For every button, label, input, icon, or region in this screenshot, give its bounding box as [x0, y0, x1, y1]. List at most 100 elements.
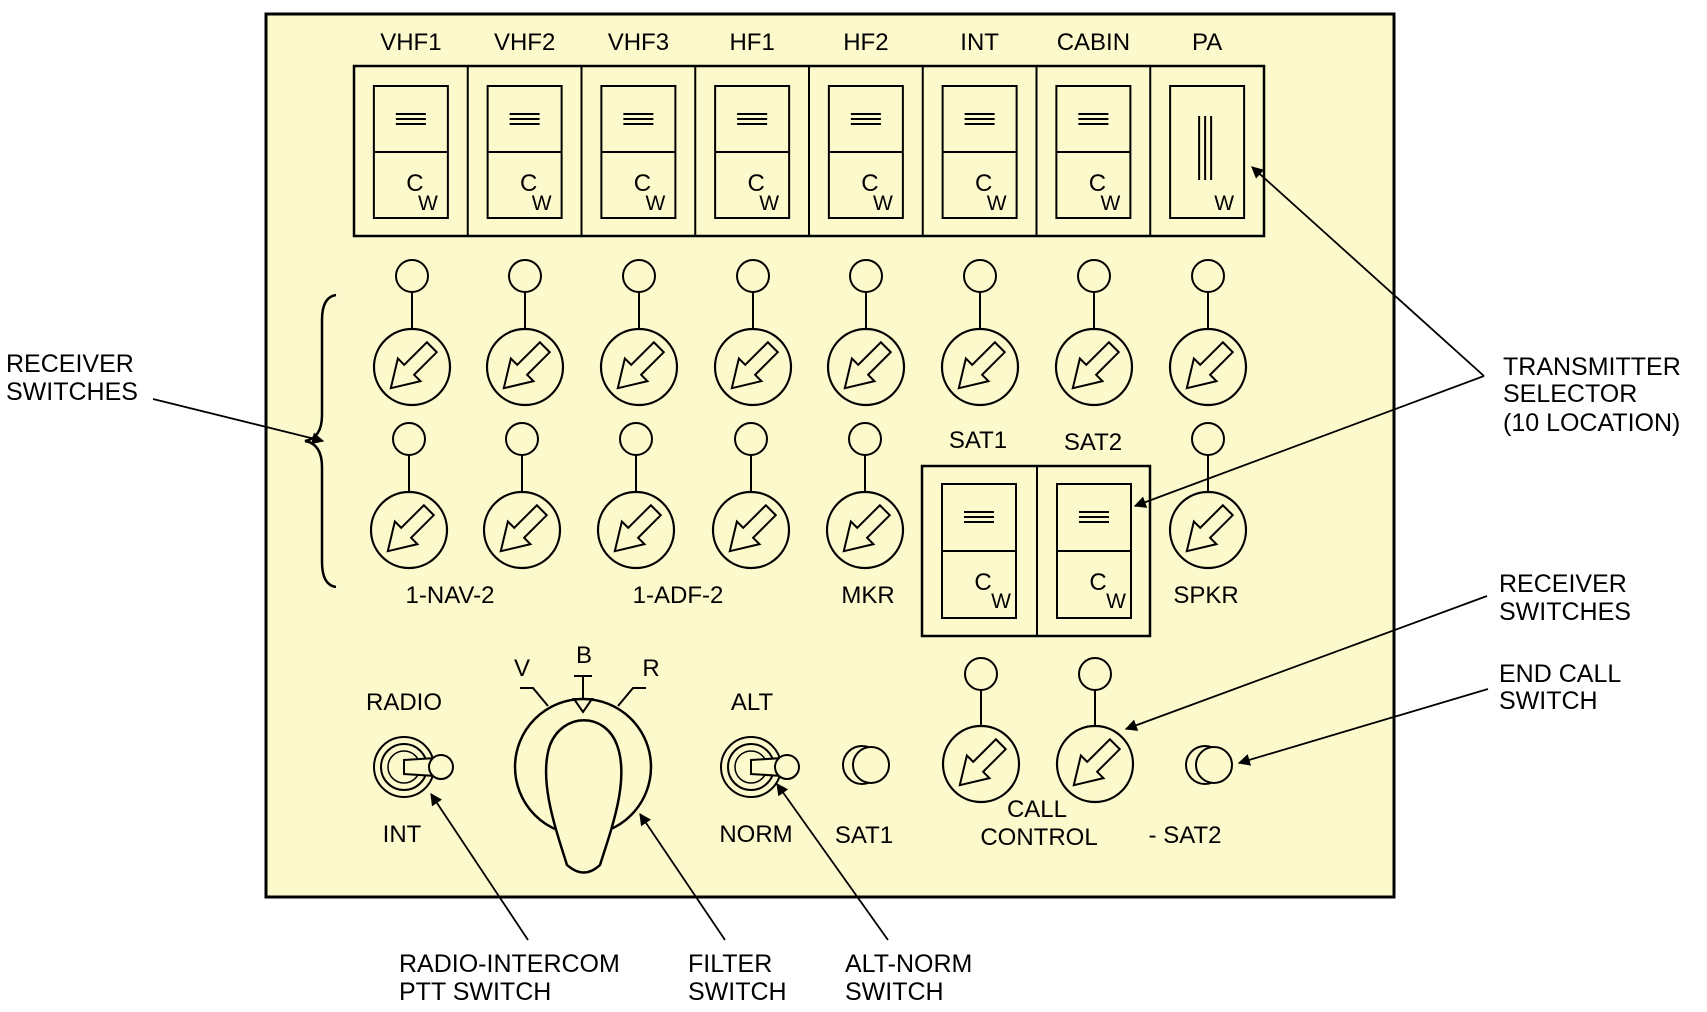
call-control-knob-sat2[interactable] — [1055, 657, 1135, 804]
adf-label: 1-ADF-2 — [633, 582, 724, 609]
knob-arrow-icon — [730, 340, 780, 390]
receiver-switch-row1-4[interactable] — [713, 259, 793, 407]
receiver-switch-row2-4[interactable] — [711, 422, 791, 570]
channel-sub-mark: W — [645, 192, 665, 215]
sat1-call-button[interactable] — [842, 745, 890, 785]
knob-arrow-icon — [1185, 503, 1235, 553]
indicator-lamp — [1077, 259, 1111, 293]
indicator-lamp — [619, 422, 653, 456]
arrow-transmitter-pa — [1251, 166, 1485, 377]
knob-arrow-icon — [1072, 737, 1122, 787]
receiver-switch-row1-5[interactable] — [826, 259, 906, 407]
arrow-radio-intercom — [430, 793, 529, 941]
callout-receiver-switches-left-1: RECEIVER — [6, 350, 134, 378]
knob-arrow-icon — [1071, 340, 1121, 390]
transmitter-selector-strip: VHF1CWVHF2CWVHF3CWHF1CWHF2CWINTCWCABINCW… — [352, 29, 1266, 238]
mkr-label: MKR — [841, 582, 894, 609]
receiver-switch-row2-2[interactable] — [482, 422, 562, 570]
indicator-lamp — [1078, 657, 1112, 691]
callout-receiver-switches-left-2: SWITCHES — [6, 378, 138, 406]
alt-label: ALT — [731, 689, 774, 716]
arrow-receiver-left — [152, 398, 325, 445]
sat2-call-label: - SAT2 — [1149, 822, 1222, 849]
receiver-switch-row1-2[interactable] — [485, 259, 565, 407]
knob-arrow-icon — [842, 503, 892, 553]
indicator-lamp — [964, 657, 998, 691]
transmitter-key-vhf3[interactable]: VHF3 CW — [580, 29, 677, 236]
knob-arrow-icon — [728, 503, 778, 553]
channel-sub-mark: W — [1214, 192, 1234, 215]
knob-arrow-icon — [1185, 340, 1235, 390]
receiver-switch-row-1 — [372, 259, 1248, 407]
sat2-selector-key[interactable]: CW — [1056, 483, 1132, 619]
receiver-switch-row1-8[interactable] — [1168, 259, 1248, 407]
callout-end-call-1: END CALL — [1499, 660, 1621, 688]
channel-mark: C — [747, 170, 764, 197]
indicator-lamp — [395, 259, 429, 293]
end-call-button[interactable] — [1185, 745, 1233, 785]
transmitter-label: INT — [960, 29, 999, 56]
receiver-switch-row2-6[interactable] — [1168, 422, 1248, 570]
knob-arrow-icon — [502, 340, 552, 390]
indicator-lamp — [505, 422, 539, 456]
channel-sub-mark: W — [1100, 192, 1120, 215]
knob-arrow-icon — [389, 340, 439, 390]
arrow-transmitter-sat2 — [1133, 375, 1485, 508]
knob-arrow-icon — [958, 737, 1008, 787]
transmitter-label: VHF2 — [494, 29, 555, 56]
transmitter-key-hf2[interactable]: HF2 CW — [808, 29, 904, 236]
knob-arrow-icon — [957, 340, 1007, 390]
channel-sub-mark: W — [991, 590, 1011, 613]
channel-sub-mark: W — [759, 192, 779, 215]
arrow-alt-norm — [776, 783, 889, 941]
filter-b-label: B — [576, 642, 592, 669]
transmitter-label: VHF3 — [608, 29, 669, 56]
indicator-lamp — [1191, 259, 1225, 293]
indicator-lamp — [508, 259, 542, 293]
callout-radio-intercom-2: PTT SWITCH — [399, 978, 551, 1006]
sat1-selector-key[interactable]: CW — [941, 483, 1017, 619]
indicator-lamp — [1191, 422, 1225, 456]
arrow-filter — [639, 813, 726, 941]
call-control-knob-sat1[interactable] — [941, 657, 1021, 804]
receiver-switch-row2-3[interactable] — [596, 422, 676, 570]
callout-filter-2: SWITCH — [688, 978, 787, 1006]
callout-transmitter-2: SELECTOR — [1503, 380, 1637, 408]
transmitter-label: PA — [1192, 29, 1222, 56]
indicator-lamp — [736, 259, 770, 293]
channel-mark: C — [975, 170, 992, 197]
transmitter-key-pa[interactable]: PA W — [1149, 29, 1246, 236]
transmitter-key-cabin[interactable]: CABIN CW — [1035, 29, 1132, 236]
indicator-lamp — [622, 259, 656, 293]
indicator-lamp — [392, 422, 426, 456]
transmitter-label: HF1 — [729, 29, 774, 56]
transmitter-key-vhf2[interactable]: VHF2 CW — [466, 29, 563, 236]
receiver-switch-row2-1[interactable] — [369, 422, 449, 570]
transmitter-key-hf1[interactable]: HF1 CW — [694, 29, 791, 236]
transmitter-key-vhf1[interactable]: VHF1 CW — [372, 29, 449, 219]
indicator-lamp — [848, 422, 882, 456]
channel-sub-mark: W — [418, 192, 438, 215]
callout-receiver-switches-right-1: RECEIVER — [1499, 570, 1627, 598]
sat1-selector-label: SAT1 — [949, 427, 1007, 454]
receiver-switches-brace — [304, 293, 337, 589]
indicator-lamp — [963, 259, 997, 293]
radio-intercom-toggle[interactable] — [373, 736, 454, 798]
alt-norm-toggle[interactable] — [720, 736, 800, 798]
callout-receiver-switches-right-2: SWITCHES — [1499, 598, 1631, 626]
transmitter-key-int[interactable]: INT CW — [921, 29, 1018, 236]
receiver-switch-row1-3[interactable] — [599, 259, 679, 407]
transmitter-label: VHF1 — [380, 29, 441, 56]
receiver-switch-row2-5[interactable] — [825, 422, 905, 570]
sat2-selector-label: SAT2 — [1064, 429, 1122, 456]
channel-sub-mark: W — [1106, 590, 1126, 613]
filter-switch[interactable] — [513, 675, 653, 874]
receiver-switch-row1-1[interactable] — [372, 259, 452, 407]
receiver-switch-row1-6[interactable] — [940, 259, 1020, 407]
transmitter-label: CABIN — [1057, 29, 1130, 56]
channel-mark: C — [634, 170, 651, 197]
channel-mark: C — [406, 170, 423, 197]
receiver-switch-row1-7[interactable] — [1054, 259, 1134, 407]
knob-arrow-icon — [499, 503, 549, 553]
